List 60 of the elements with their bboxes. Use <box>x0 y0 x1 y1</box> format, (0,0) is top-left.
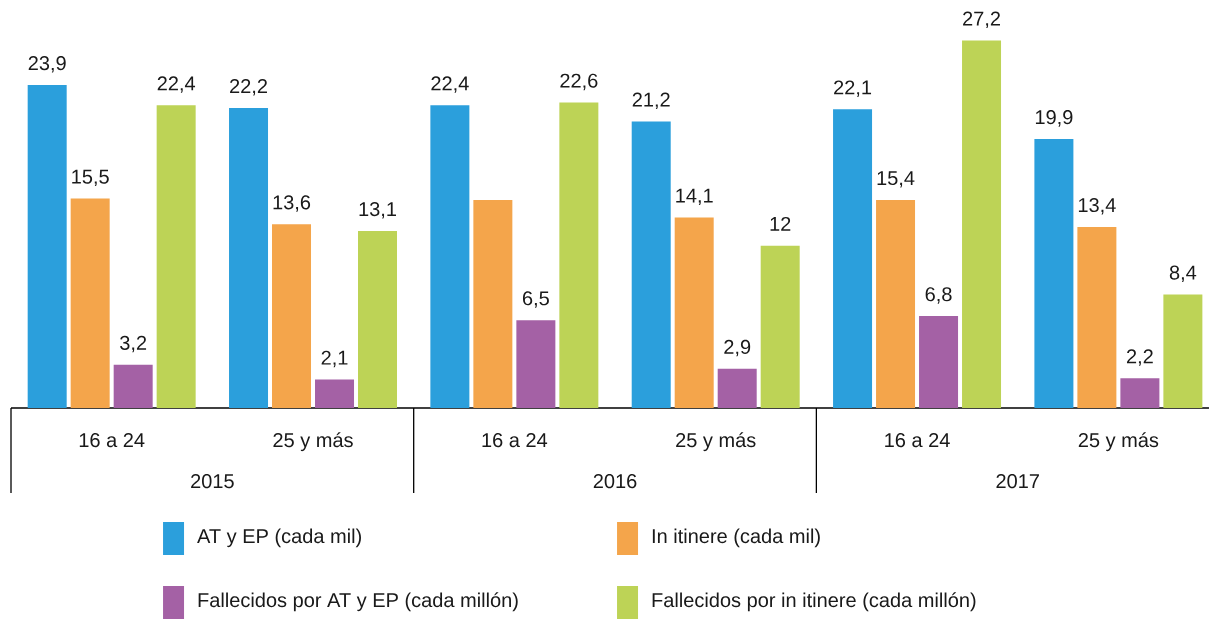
x-tick-label: 16 a 24 <box>482 433 548 448</box>
bar <box>559 102 599 408</box>
data-label: 12 <box>770 216 791 231</box>
data-label: 6,8 <box>925 287 952 304</box>
data-label: 27,2 <box>963 11 1000 28</box>
data-label: 23,9 <box>28 56 66 73</box>
bar <box>358 230 397 408</box>
data-label: 15,5 <box>72 169 109 187</box>
x-tick-label: 25 y más <box>273 432 353 452</box>
data-label: 2,9 <box>724 339 751 357</box>
bar <box>717 368 757 408</box>
bar <box>876 199 916 408</box>
bar <box>156 105 196 408</box>
data-label: 22,4 <box>157 76 196 93</box>
text: 2017 <box>996 474 1039 489</box>
bar <box>1034 139 1074 408</box>
text: 2016 <box>593 474 637 489</box>
bar <box>113 364 153 408</box>
bar <box>674 217 714 408</box>
x-tick-label: 25 y más <box>676 432 756 452</box>
data-label: 13,6 <box>273 195 311 212</box>
data-label: 2,1 <box>321 350 348 368</box>
data-label: 19,9 <box>1035 110 1073 127</box>
bar <box>229 108 269 408</box>
legend-label: In itinere (cada mil) <box>652 528 820 548</box>
bar <box>27 85 67 408</box>
data-label: 21,2 <box>632 92 670 110</box>
bar <box>833 109 873 408</box>
bar <box>919 316 959 408</box>
bar <box>315 379 355 408</box>
legend-label: Fallecidos por AT y EP (cada millón) <box>198 592 518 612</box>
bar <box>430 105 470 408</box>
data-label: 14,1 <box>676 188 713 206</box>
x-tick-label: 16 a 24 <box>885 433 950 448</box>
x-tick-label: 16 a 24 <box>79 433 145 448</box>
bar <box>962 40 1002 408</box>
bar <box>473 199 513 408</box>
data-label: 13,1 <box>359 202 396 219</box>
data-label: 2,2 <box>1126 349 1153 366</box>
bar <box>631 121 671 408</box>
bar <box>516 320 556 408</box>
data-label: 3,2 <box>120 335 147 353</box>
bar <box>1120 378 1160 408</box>
text: 2015 <box>191 474 234 489</box>
data-label: 22,1 <box>834 80 872 97</box>
data-label: 6,5 <box>522 291 549 308</box>
legend-label: AT y EP (cada mil) <box>197 528 361 548</box>
data-label: 22,2 <box>230 79 267 96</box>
bar <box>1077 226 1117 408</box>
x-tick-label: 25 y más <box>1078 432 1159 452</box>
data-label: 22,4 <box>431 76 469 93</box>
data-label: 13,4 <box>1078 197 1116 215</box>
bar <box>1163 294 1203 408</box>
bar <box>272 224 312 408</box>
bar <box>70 198 110 408</box>
legend-label: Fallecidos por in itinere (cada millón) <box>652 592 976 612</box>
data-label: 15,4 <box>877 171 915 188</box>
data-label: 8,4 <box>1169 265 1197 283</box>
data-label: 22,6 <box>560 73 598 91</box>
bar <box>760 245 800 408</box>
